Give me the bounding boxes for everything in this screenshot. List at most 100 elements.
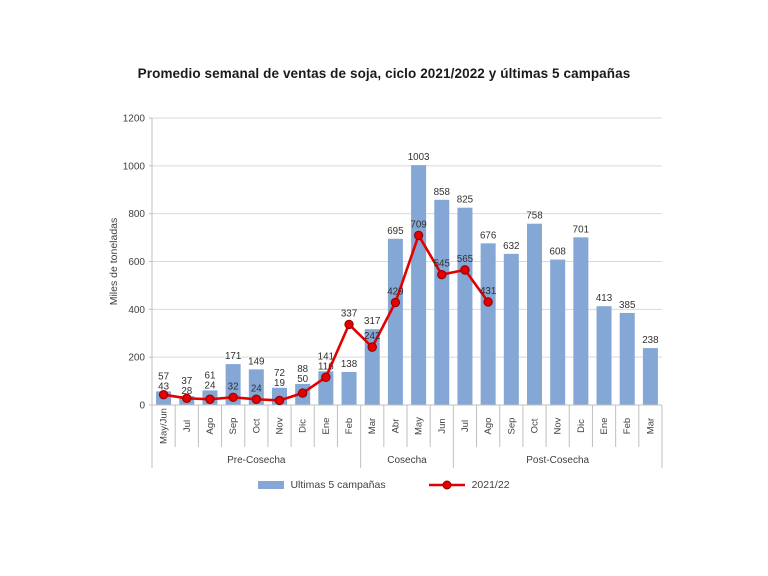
line-value-label: 43 — [158, 381, 169, 392]
line-point-marker — [483, 297, 493, 307]
bar-value-label: 608 — [550, 247, 567, 258]
month-label: Jul — [182, 420, 193, 432]
month-label: Ene — [599, 418, 610, 435]
bar-value-label: 825 — [457, 195, 474, 206]
bar — [480, 243, 496, 405]
bar — [573, 237, 589, 405]
y-axis-title: Miles de toneladas — [108, 218, 120, 306]
line-point-marker — [367, 342, 377, 352]
chart-title: Promedio semanal de ventas de soja, cicl… — [137, 66, 631, 81]
line-series-swatch-icon — [428, 480, 465, 490]
bar-value-label: 149 — [248, 356, 264, 367]
line-value-label: 24 — [205, 380, 216, 391]
month-label: Ago — [205, 418, 216, 435]
month-label: Mar — [645, 418, 656, 434]
line-value-label: 429 — [387, 286, 403, 297]
bar-value-label: 72 — [274, 368, 285, 379]
line-point-marker — [205, 394, 215, 404]
bar-value-label: 37 — [181, 376, 192, 387]
line-value-label: 116 — [318, 361, 334, 372]
legend-item-bars: Ultimas 5 campañas — [258, 479, 386, 491]
line-point-marker — [460, 265, 470, 275]
line-point-marker — [344, 319, 354, 330]
month-label: Sep — [506, 418, 517, 435]
bar — [596, 306, 612, 405]
bar-value-label: 701 — [573, 224, 589, 235]
y-tick-label: 400 — [128, 305, 145, 316]
line-point-marker — [228, 392, 238, 403]
line-value-label: 565 — [457, 254, 474, 265]
bar-value-label: 758 — [526, 211, 543, 222]
line-value-label: 431 — [480, 286, 496, 297]
line-value-label: 19 — [274, 378, 285, 389]
bar-value-label: 676 — [480, 230, 497, 241]
bar-value-label: 238 — [642, 335, 659, 346]
legend-bars-label: Ultimas 5 campañas — [290, 479, 386, 491]
bar — [387, 238, 403, 405]
bar-value-label: 1003 — [408, 152, 430, 163]
bar-value-label: 413 — [596, 293, 613, 304]
bar — [550, 259, 566, 405]
line-point-marker — [158, 390, 169, 400]
month-label: Nov — [275, 417, 286, 434]
line-value-label: 337 — [341, 308, 357, 319]
month-label: Sep — [228, 418, 239, 435]
line-value-label: 24 — [251, 383, 262, 394]
bar-value-label: 61 — [205, 370, 216, 381]
bar-series-swatch-icon — [258, 481, 285, 489]
group-label: Cosecha — [387, 455, 427, 466]
bar — [457, 207, 473, 405]
bar — [248, 369, 264, 405]
legend-item-line: 2021/22 — [428, 479, 510, 491]
bar-value-label: 141 — [318, 351, 334, 362]
bar-value-label: 171 — [225, 351, 241, 362]
month-label: Ago — [483, 418, 494, 435]
bar — [503, 253, 519, 405]
line-point-marker — [390, 297, 401, 308]
y-tick-label: 0 — [139, 401, 145, 412]
month-label: Oct — [530, 418, 541, 433]
bar-value-label: 858 — [434, 187, 451, 198]
bar — [434, 199, 450, 405]
group-label: Post-Cosecha — [526, 455, 589, 466]
bar-value-label: 385 — [619, 300, 636, 311]
line-value-label: 545 — [434, 259, 451, 270]
month-label: Jun — [437, 418, 448, 433]
month-label: Feb — [622, 418, 633, 434]
bar-value-label: 138 — [341, 359, 358, 370]
month-label: Abr — [390, 419, 401, 434]
line-point-marker — [437, 269, 447, 280]
bar — [642, 348, 658, 405]
bar-value-label: 57 — [158, 371, 169, 382]
bar-value-label: 695 — [387, 226, 404, 237]
line-point-marker — [413, 230, 424, 241]
bar-value-label: 88 — [297, 364, 308, 375]
bar — [527, 223, 542, 405]
y-tick-label: 1200 — [123, 114, 146, 125]
bar — [619, 312, 635, 405]
month-label: Oct — [251, 418, 262, 433]
month-label: May — [414, 417, 425, 435]
y-tick-label: 1000 — [123, 161, 146, 172]
bar — [411, 165, 427, 405]
chart-legend: Ultimas 5 campañas 2021/22 — [0, 479, 768, 491]
bar — [341, 371, 357, 405]
group-label: Pre-Cosecha — [227, 455, 286, 466]
bar-value-label: 632 — [503, 241, 519, 252]
line-point-marker — [182, 393, 192, 404]
line-value-label: 709 — [410, 219, 426, 230]
month-label: Nov — [553, 417, 564, 434]
month-label: Mar — [367, 418, 378, 434]
line-value-label: 28 — [181, 386, 192, 397]
month-label: Dic — [298, 419, 309, 433]
line-value-label: 242 — [364, 331, 380, 342]
month-label: Jul — [460, 420, 471, 432]
line-point-marker — [297, 388, 308, 398]
y-tick-label: 200 — [128, 353, 145, 364]
bar-value-label: 317 — [364, 316, 380, 327]
line-point-marker — [274, 395, 285, 406]
line-point-marker — [251, 394, 262, 404]
y-tick-label: 600 — [128, 257, 145, 268]
